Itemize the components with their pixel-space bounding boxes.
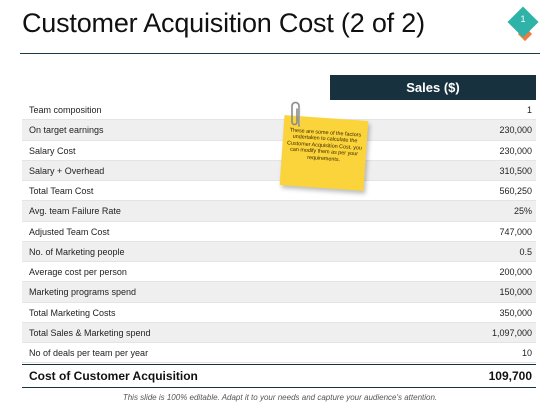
row-label: Average cost per person — [29, 267, 127, 277]
title-divider — [20, 53, 540, 54]
row-value: 230,000 — [499, 145, 532, 156]
row-label: Total Sales & Marketing spend — [29, 327, 151, 338]
row-value: 200,000 — [499, 267, 532, 277]
table-row: On target earnings 230,000 — [22, 120, 536, 141]
table-row: Adjusted Team Cost 747,000 — [22, 222, 536, 242]
row-label: No. of Marketing people — [29, 246, 125, 257]
row-value: 560,250 — [499, 186, 532, 196]
table-row: Total Sales & Marketing spend 1,097,000 — [22, 322, 536, 343]
row-value: 25% — [513, 206, 532, 217]
table-row: Avg. team Failure Rate 25% — [22, 201, 536, 222]
total-bottom-rule — [22, 387, 536, 388]
paperclip-icon — [290, 101, 301, 127]
row-value: 350,000 — [499, 307, 532, 318]
table-row: Salary + Overhead 310,500 — [22, 160, 536, 181]
row-label: Team composition — [29, 105, 102, 115]
table-row: Marketing programs spend 150,000 — [22, 282, 536, 303]
row-label: Salary + Overhead — [29, 165, 105, 176]
row-label: No of deals per team per year — [29, 348, 149, 358]
row-label: Total Marketing Costs — [29, 307, 116, 318]
total-row: Cost of Customer Acquisition 109,700 — [22, 364, 536, 386]
row-value: 1 — [526, 105, 532, 115]
row-label: Adjusted Team Cost — [29, 226, 110, 237]
table-row: No. of Marketing people 0.5 — [22, 241, 536, 262]
row-label: Avg. team Failure Rate — [29, 206, 121, 217]
row-value: 1,097,000 — [491, 327, 532, 338]
sticky-note-text: These are some of the factors undertaken… — [286, 127, 363, 163]
row-value: 747,000 — [499, 226, 532, 237]
row-label: On target earnings — [29, 125, 104, 136]
row-value: 230,000 — [499, 125, 532, 136]
data-table: Team composition 1 On target earnings 230,… — [22, 100, 536, 364]
table-row: No of deals per team per year 10 — [22, 343, 536, 364]
row-value: 310,500 — [499, 165, 532, 176]
diamond-badge-icon — [507, 6, 539, 42]
sales-column-header: Sales ($) — [330, 75, 536, 100]
row-label: Marketing programs spend — [29, 287, 137, 298]
table-row: Salary Cost 230,000 — [22, 141, 536, 161]
total-label: Cost of Customer Acquisition — [29, 369, 198, 383]
slide-title: Customer Acquisition Cost (2 of 2) — [22, 8, 425, 38]
page-number: 1 — [520, 14, 526, 24]
table-row: Team composition 1 — [22, 100, 536, 121]
row-label: Total Team Cost — [29, 186, 94, 196]
row-label: Salary Cost — [29, 145, 76, 156]
table-row: Total Marketing Costs 350,000 — [22, 303, 536, 323]
total-value: 109,700 — [488, 369, 532, 383]
row-value: 150,000 — [499, 287, 532, 298]
table-row: Average cost per person 200,000 — [22, 262, 536, 283]
slide-footer: This slide is 100% editable. Adapt it to… — [122, 393, 438, 402]
row-value: 10 — [521, 348, 532, 358]
table-row: Total Team Cost 560,250 — [22, 181, 536, 202]
row-value: 0.5 — [519, 246, 532, 257]
